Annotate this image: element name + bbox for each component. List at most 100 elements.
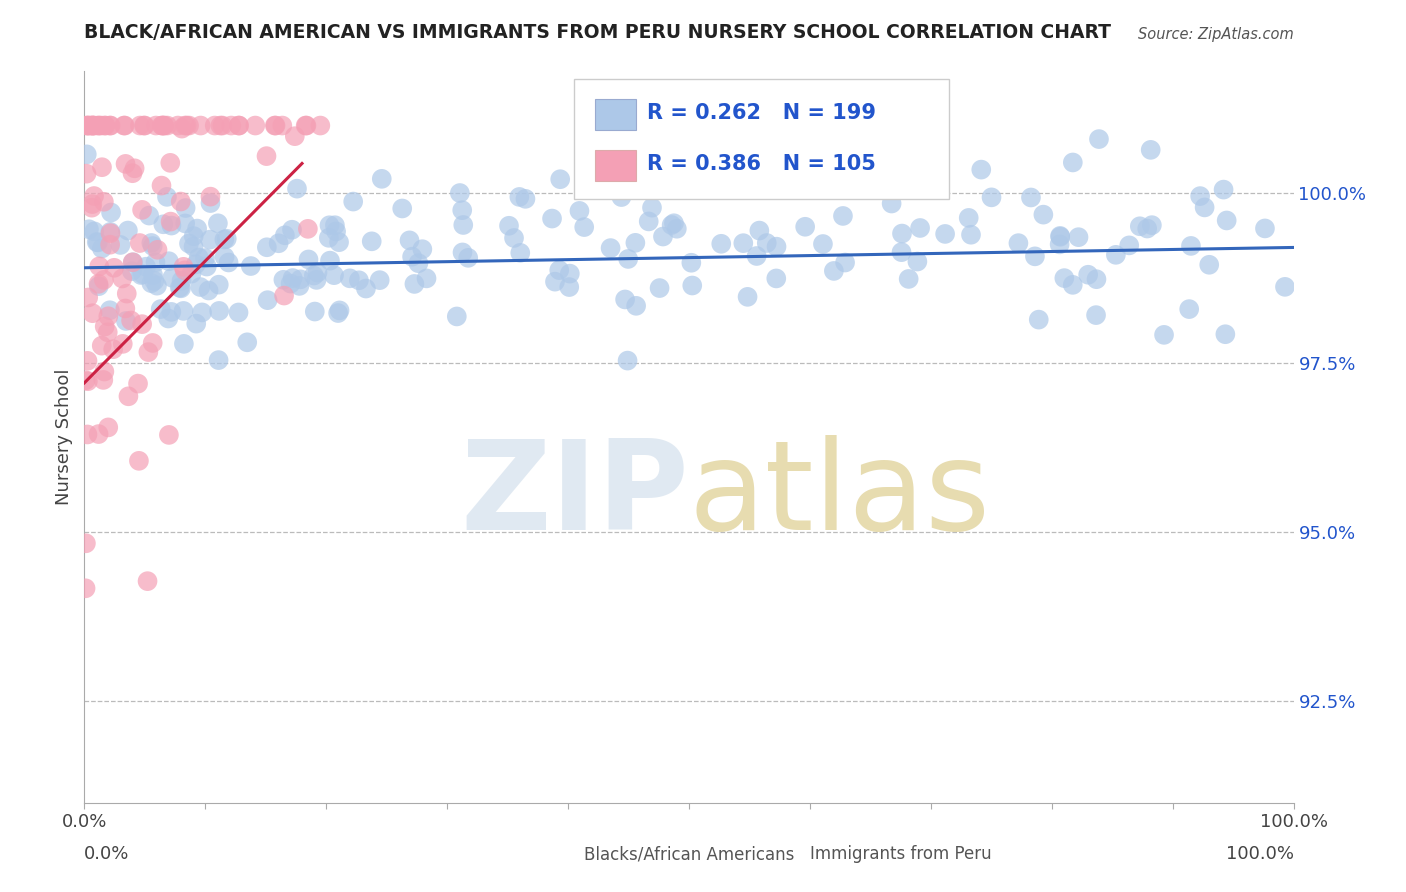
Point (135, 260, 157, 274)
Point (111, 271, 134, 285)
Point (82, 197, 104, 211)
Point (960, 227, 983, 242)
Point (76, 167, 98, 181)
Point (150, 178, 173, 193)
Point (80, 201, 103, 215)
Point (150, 119, 173, 133)
Point (136, 574, 159, 589)
Point (98, 225, 121, 239)
Point (112, 119, 135, 133)
Point (200, 196, 222, 211)
Point (186, 317, 208, 331)
Point (174, 216, 197, 230)
Point (169, 280, 191, 294)
Text: Immigrants from Peru: Immigrants from Peru (810, 845, 991, 863)
Point (170, 274, 193, 288)
Point (219, 119, 242, 133)
Point (765, 271, 787, 285)
Point (319, 253, 342, 268)
Point (145, 119, 167, 133)
Point (641, 201, 664, 215)
Point (150, 119, 173, 133)
Point (451, 245, 474, 260)
Point (307, 266, 329, 280)
Point (162, 270, 184, 285)
Point (544, 275, 567, 289)
Point (208, 304, 231, 318)
Point (170, 194, 193, 209)
Point (228, 119, 250, 133)
Point (326, 306, 349, 320)
Point (146, 243, 169, 257)
Point (75, 536, 97, 550)
Point (617, 252, 640, 266)
Point (755, 235, 778, 250)
Point (957, 211, 980, 225)
Point (574, 220, 596, 235)
Point (138, 345, 160, 359)
Point (87, 235, 110, 250)
Point (1049, 237, 1071, 252)
Text: R = 0.262   N = 199: R = 0.262 N = 199 (647, 103, 876, 123)
Point (83, 119, 105, 133)
Point (1118, 238, 1140, 252)
Point (1274, 280, 1296, 294)
Point (271, 119, 294, 133)
Bar (776, 841, 803, 867)
Point (404, 277, 426, 291)
Point (256, 149, 278, 163)
Point (1019, 190, 1042, 204)
Point (325, 224, 347, 238)
Point (79, 119, 101, 133)
Point (1077, 268, 1099, 282)
Point (114, 119, 136, 133)
Point (121, 166, 143, 180)
Point (648, 281, 671, 295)
Point (204, 119, 226, 133)
Point (83, 189, 105, 203)
Point (905, 254, 928, 268)
Point (318, 219, 340, 233)
Point (734, 173, 756, 187)
Point (89, 260, 111, 274)
Point (76, 147, 98, 161)
Point (159, 156, 181, 170)
Point (93, 119, 115, 133)
Point (295, 119, 318, 133)
Point (90, 339, 112, 353)
Point (170, 281, 193, 295)
Point (267, 236, 290, 251)
Point (681, 278, 703, 293)
Point (891, 227, 914, 241)
Point (138, 209, 160, 223)
Point (294, 119, 316, 133)
Point (446, 310, 468, 324)
Point (173, 263, 195, 277)
Point (82, 306, 104, 320)
Point (548, 263, 571, 277)
Point (174, 201, 197, 215)
Point (215, 232, 238, 246)
Point (177, 236, 200, 251)
Point (318, 231, 340, 245)
Point (288, 279, 311, 293)
Point (90, 119, 112, 133)
Point (624, 299, 647, 313)
Text: BLACK/AFRICAN AMERICAN VS IMMIGRANTS FROM PERU NURSERY SCHOOL CORRELATION CHART: BLACK/AFRICAN AMERICAN VS IMMIGRANTS FRO… (84, 23, 1111, 42)
Point (97, 420, 120, 434)
Point (156, 119, 179, 133)
Point (183, 229, 205, 244)
Point (794, 219, 817, 234)
Point (1140, 218, 1163, 232)
Point (823, 264, 845, 278)
Point (76, 354, 98, 368)
Point (328, 235, 350, 249)
Point (153, 119, 176, 133)
Point (811, 237, 834, 252)
Point (1062, 155, 1084, 169)
Point (401, 250, 423, 264)
Point (451, 203, 474, 218)
Point (190, 119, 212, 133)
Point (117, 223, 139, 237)
Point (245, 119, 267, 133)
